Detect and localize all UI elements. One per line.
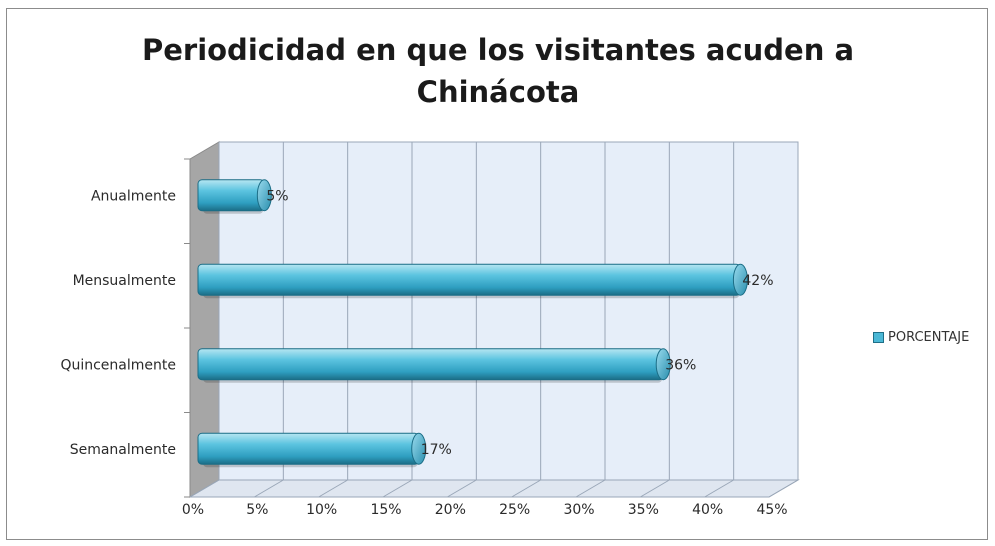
x-tick-label: 5% bbox=[246, 502, 268, 518]
floor-gridline bbox=[704, 479, 734, 498]
bar-data-label: 5% bbox=[266, 188, 288, 204]
y-category-label: Mensualmente bbox=[73, 273, 176, 289]
x-tick-label: 15% bbox=[370, 502, 401, 518]
chart-title-line-2: Chinácota bbox=[416, 75, 580, 109]
floor-gridline bbox=[447, 479, 477, 498]
legend-swatch bbox=[873, 332, 884, 343]
bar-data-label: 17% bbox=[421, 442, 452, 458]
floor-gridline bbox=[511, 479, 541, 498]
bar bbox=[197, 432, 427, 468]
bar-data-label: 36% bbox=[665, 357, 696, 373]
x-tick-label: 20% bbox=[435, 502, 466, 518]
bar-end-cap bbox=[655, 348, 671, 381]
y-category-label: Quincenalmente bbox=[60, 357, 176, 373]
floor-gridline bbox=[318, 479, 348, 498]
x-tick-label: 10% bbox=[306, 502, 337, 518]
floor-gridline bbox=[189, 479, 220, 498]
bar-end-cap bbox=[411, 432, 427, 465]
x-tick-label: 45% bbox=[756, 502, 787, 518]
floor-gridline bbox=[575, 479, 606, 498]
bar bbox=[197, 263, 748, 299]
bar-end-cap bbox=[256, 179, 272, 212]
bar-body bbox=[197, 432, 420, 465]
y-category-label: Anualmente bbox=[91, 188, 176, 204]
plot-floor bbox=[188, 479, 800, 498]
bar bbox=[197, 179, 272, 214]
floor-gridline bbox=[640, 479, 670, 498]
floor-gridline bbox=[254, 479, 284, 498]
bar bbox=[197, 348, 671, 383]
plot-back-wall bbox=[218, 141, 799, 481]
x-tick-label: 30% bbox=[563, 502, 594, 518]
chart-title: Periodicidad en que los visitantes acude… bbox=[7, 29, 989, 113]
x-tick-label: 40% bbox=[692, 502, 723, 518]
bar-body bbox=[197, 179, 265, 212]
bar-data-label: 42% bbox=[742, 273, 773, 289]
x-tick-label: 25% bbox=[499, 502, 530, 518]
floor-gridline bbox=[382, 479, 413, 498]
bar-end-cap bbox=[732, 263, 748, 296]
legend-label: PORCENTAJE bbox=[888, 330, 970, 345]
bar-body bbox=[197, 348, 664, 381]
chart-legend: PORCENTAJE bbox=[873, 330, 969, 345]
y-category-label: Semanalmente bbox=[70, 442, 176, 458]
bar-body bbox=[197, 263, 741, 296]
x-tick-label: 35% bbox=[628, 502, 659, 518]
floor-gridline bbox=[768, 479, 799, 498]
x-tick-label: 0% bbox=[182, 502, 204, 518]
chart-title-line-1: Periodicidad en que los visitantes acude… bbox=[141, 33, 855, 67]
